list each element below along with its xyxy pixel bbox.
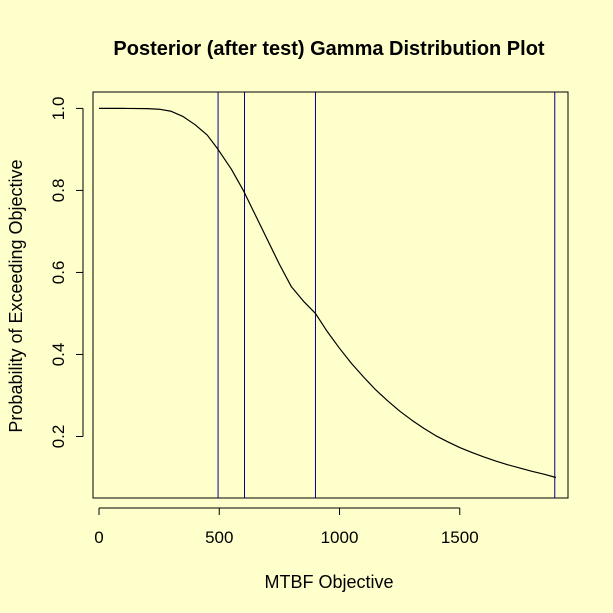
- y-tick-label-4: 1.0: [49, 97, 68, 121]
- y-tick-label-1: 0.4: [49, 343, 68, 367]
- probability-curve: [99, 107, 557, 479]
- x-axis: 0 500 1000 1500: [94, 507, 479, 547]
- y-tick-label-2: 0.6: [49, 261, 68, 285]
- plot-frame: [92, 91, 569, 499]
- x-tick-label-0: 0: [94, 528, 103, 547]
- y-tick-label-0: 0.2: [49, 425, 68, 449]
- x-axis-label: MTBF Objective: [264, 572, 393, 592]
- x-tick-label-1: 500: [205, 528, 233, 547]
- x-tick-label-2: 1000: [321, 528, 359, 547]
- y-tick-label-3: 0.8: [49, 179, 68, 203]
- chart-title: Posterior (after test) Gamma Distributio…: [113, 38, 545, 60]
- y-axis-label: Probability of Exceeding Objective: [6, 159, 26, 432]
- reference-lines: [217, 92, 556, 498]
- x-tick-label-3: 1500: [441, 528, 479, 547]
- curve-group: [99, 107, 557, 479]
- y-axis: 0.2 0.4 0.6 0.8 1.0: [49, 97, 84, 449]
